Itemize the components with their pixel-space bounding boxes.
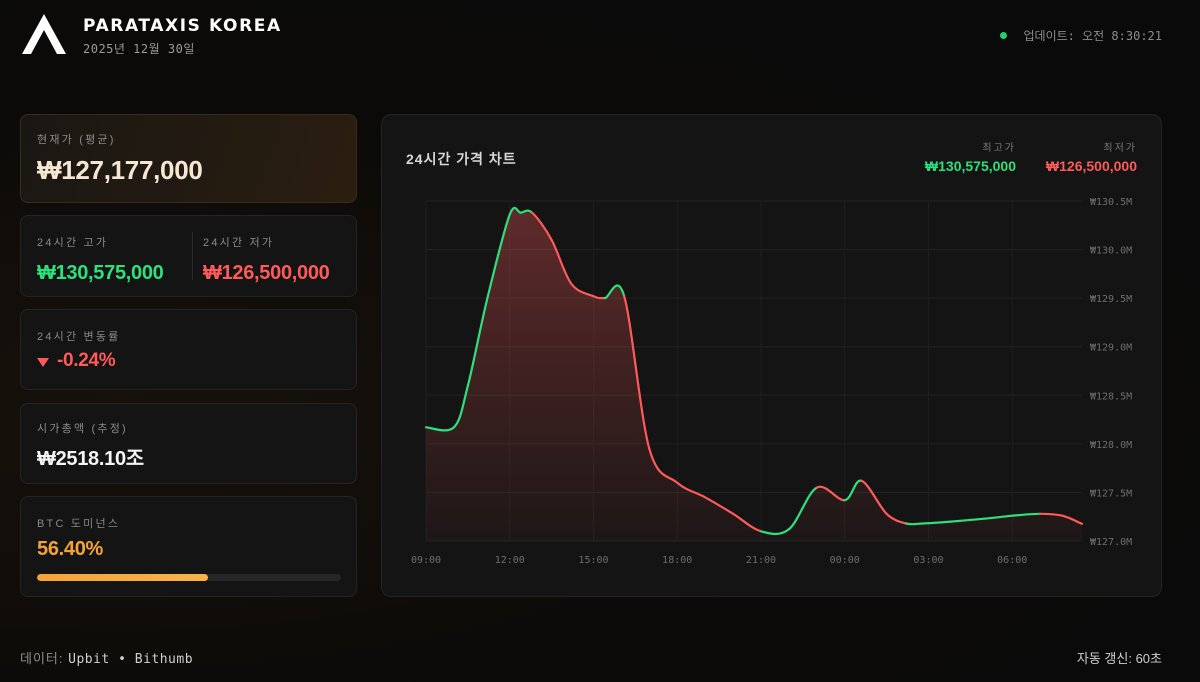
change-label: 24시간 변동률 [37, 331, 121, 343]
price-line-segment [603, 284, 626, 300]
chart-low-value: ₩126,500,000 [1045, 158, 1137, 174]
chart-high-value: ₩130,575,000 [924, 158, 1016, 174]
high-column: 24시간 고가 ₩130,575,000 [37, 234, 164, 285]
chart-legend-low: 최저가 ₩126,500,000 [1046, 139, 1137, 174]
price-line-segment [815, 485, 846, 502]
y-tick-label: ₩129.0M [1090, 343, 1132, 354]
price-line-segment [531, 211, 553, 241]
change-value-row: -0.24% [37, 350, 116, 372]
low-label: 24시간 저가 [203, 237, 275, 249]
x-tick-label: 18:00 [662, 555, 692, 566]
market-cap-card: 시가총액 (추정) ₩2518.10조 [20, 403, 357, 484]
y-tick-label: ₩128.5M [1090, 391, 1132, 402]
btc-dominance-label: BTC 도미넌스 [37, 518, 121, 530]
y-tick-label: ₩129.5M [1090, 294, 1132, 305]
current-price-card: 현재가 (평균) ₩127,177,000 [20, 114, 357, 203]
high-low-card: 24시간 고가 ₩130,575,000 24시간 저가 ₩126,500,00… [20, 215, 357, 297]
x-tick-label: 09:00 [411, 555, 441, 566]
x-tick-label: 15:00 [578, 555, 608, 566]
price-line-segment [486, 213, 511, 300]
price-line-segment [452, 384, 469, 429]
brand-logo-icon [22, 14, 66, 54]
price-line-segment [759, 528, 790, 536]
price-chart-panel: 24시간 가격 차트 최고가 ₩130,575,000 최저가 ₩126,500… [381, 114, 1162, 597]
price-line-segment [466, 297, 489, 387]
price-line-segment [676, 481, 707, 499]
price-line-segment [1061, 514, 1084, 525]
price-line-segment [787, 486, 818, 531]
market-cap-value: ₩2518.10조 [37, 448, 144, 470]
low-column: 24시간 저가 ₩126,500,000 [203, 234, 330, 285]
chart-high-label: 최고가 [982, 143, 1016, 154]
y-tick-label: ₩130.0M [1090, 246, 1132, 257]
price-line-segment [592, 295, 606, 300]
price-line-segment [1011, 512, 1042, 517]
header-date: 2025년 12월 30일 [83, 42, 195, 56]
price-line-segment [885, 512, 908, 525]
y-tick-label: ₩128.0M [1090, 440, 1132, 451]
data-source-label: 데이터: [20, 651, 64, 666]
x-tick-label: 06:00 [997, 555, 1027, 566]
y-tick-label: ₩130.5M [1090, 197, 1132, 208]
update-status: 업데이트: 오전 8:30:21 [999, 27, 1163, 44]
btc-dominance-progress [37, 574, 341, 581]
price-line-segment [983, 514, 1014, 520]
chart-title: 24시간 가격 차트 [406, 151, 517, 167]
high-value: ₩130,575,000 [37, 262, 164, 284]
auto-refresh-status: 자동 갱신: 60초 [1076, 651, 1162, 666]
price-area-fill [426, 207, 1082, 541]
x-tick-label: 21:00 [746, 555, 776, 566]
down-triangle-icon [37, 357, 49, 367]
price-line-segment [732, 512, 763, 533]
price-line-segment [550, 238, 573, 285]
x-tick-label: 03:00 [913, 555, 943, 566]
price-line-segment [843, 479, 863, 502]
chart-legend-high: 최고가 ₩130,575,000 [925, 139, 1016, 174]
change-value: -0.24% [57, 350, 116, 371]
price-line-segment [1039, 512, 1064, 517]
update-time: 업데이트: 오전 8:30:21 [1023, 29, 1163, 43]
btc-dominance-card: BTC 도미넌스 56.40% [20, 496, 357, 597]
price-line-segment [905, 522, 924, 526]
price-line-chart: ₩130.5M ₩130.0M ₩129.5M ₩129.0M ₩128.5M ₩128.… [411, 197, 1132, 566]
market-cap-label: 시가총액 (추정) [37, 423, 128, 435]
y-tick-label: ₩127.5M [1090, 488, 1132, 499]
price-line-segment [860, 479, 888, 515]
data-source: 데이터: Upbit • Bithumb [20, 648, 193, 667]
btc-dominance-value: 56.40% [37, 538, 104, 560]
low-value: ₩126,500,000 [203, 262, 330, 284]
high-label: 24시간 고가 [37, 237, 109, 249]
btc-dominance-progress-fill [37, 574, 209, 581]
price-line-segment [519, 209, 534, 214]
data-source-names: Upbit • Bithumb [68, 652, 194, 667]
current-price-label: 현재가 (평균) [37, 134, 116, 146]
price-line-segment [424, 426, 455, 432]
price-line-segment [921, 520, 952, 525]
x-tick-label: 00:00 [830, 555, 860, 566]
live-status-dot-icon [999, 32, 1007, 39]
y-tick-label: ₩127.0M [1090, 537, 1132, 548]
x-tick-label: 12:00 [495, 555, 525, 566]
current-price-value: ₩127,177,000 [37, 155, 203, 185]
price-line-segment [648, 447, 679, 484]
divider [192, 232, 193, 280]
price-line-segment [704, 496, 735, 515]
price-line-segment [623, 295, 651, 450]
change-card: 24시간 변동률 -0.24% [20, 309, 357, 390]
price-line-segment [949, 517, 986, 523]
chart-low-label: 최저가 [1103, 143, 1137, 154]
price-line-segment [570, 282, 595, 298]
brand-name: PARATAXIS KOREA [83, 16, 282, 36]
